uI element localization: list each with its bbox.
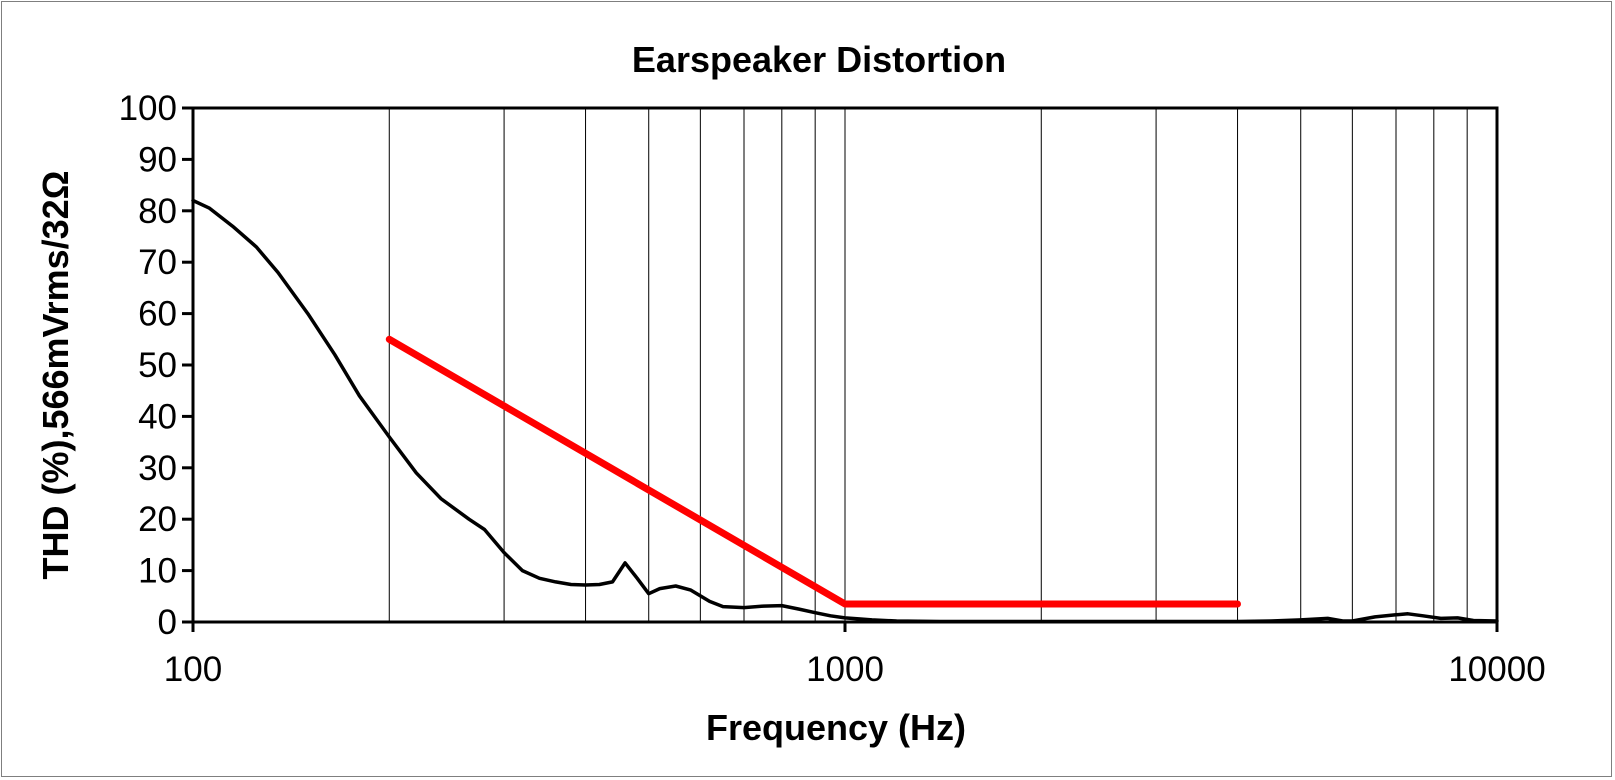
- y-tick-label: 50: [138, 346, 177, 385]
- tick-layer: [182, 106, 1499, 632]
- grid-layer: [388, 108, 1468, 622]
- x-axis-label: Frequency (Hz): [706, 707, 966, 748]
- x-tick-label: 1000: [806, 650, 884, 689]
- y-tick-label: 30: [138, 449, 177, 488]
- y-tick-label: 70: [138, 243, 177, 282]
- label-layer: 0 10 20 30 40 50 60 70 80 90 100 100 1000 10000: [119, 89, 1546, 689]
- series-line-limit: [385, 335, 1241, 608]
- y-tick-label: 80: [138, 192, 177, 231]
- chart-title: Earspeaker Distortion: [632, 39, 1006, 80]
- y-tick-label: 100: [119, 89, 177, 128]
- y-tick-label: 20: [138, 500, 177, 539]
- y-tick-label: 60: [138, 295, 177, 334]
- y-axis-label: THD (%),566mVrms/32Ω: [35, 170, 76, 579]
- y-tick-label: 10: [138, 552, 177, 591]
- y-tick-label: 40: [138, 397, 177, 436]
- y-tick-label: 90: [138, 140, 177, 179]
- y-tick-label: 0: [158, 603, 177, 642]
- x-tick-label: 100: [164, 650, 222, 689]
- x-tick-label: 10000: [1448, 650, 1545, 689]
